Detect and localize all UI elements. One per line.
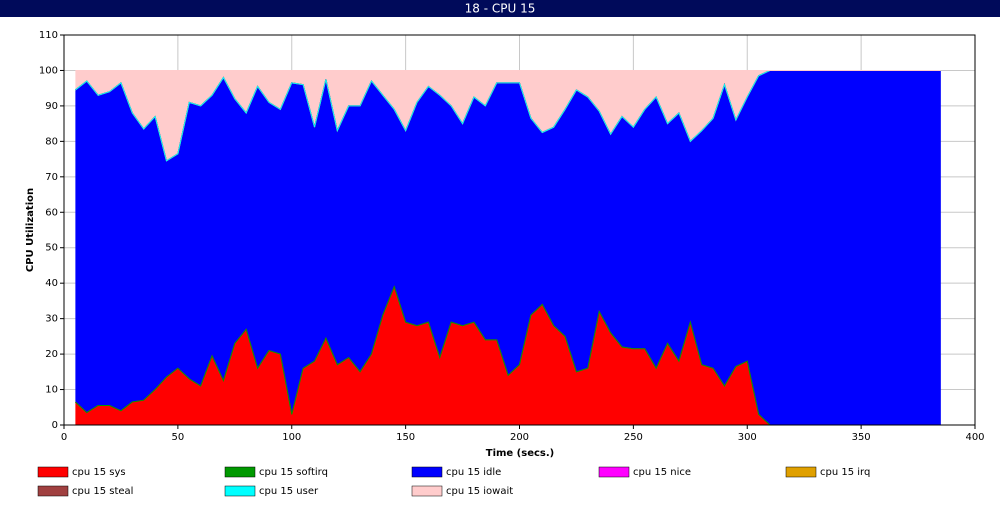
legend-swatch — [37, 466, 69, 478]
y-tick-label: 50 — [45, 243, 58, 254]
legend-swatch — [598, 466, 630, 478]
x-tick-label: 100 — [282, 432, 301, 443]
y-tick-label: 0 — [52, 420, 58, 431]
legend-label: cpu 15 user — [259, 486, 319, 497]
x-tick-label: 0 — [61, 432, 67, 443]
area — [75, 286, 941, 425]
x-tick-label: 250 — [624, 432, 643, 443]
plot-border — [63, 34, 976, 426]
window-title: 18 - CPU 15 — [465, 2, 536, 16]
legend-swatch — [37, 485, 69, 497]
y-tick-label: 100 — [39, 65, 58, 76]
legend-label: cpu 15 iowait — [446, 486, 513, 497]
y-tick-label: 20 — [45, 349, 58, 360]
x-tick-label: 300 — [738, 432, 757, 443]
y-tick-label: 60 — [45, 207, 58, 218]
legend-label: cpu 15 nice — [633, 467, 691, 478]
x-tick-label: 200 — [510, 432, 529, 443]
legend-label: cpu 15 softirq — [259, 467, 328, 478]
legend-label: cpu 15 irq — [820, 467, 870, 478]
x-tick-label: 350 — [852, 432, 871, 443]
y-tick-label: 30 — [45, 314, 58, 325]
y-tick-label: 10 — [45, 385, 58, 396]
x-axis-label: Time (secs.) — [486, 448, 555, 459]
y-tick-label: 70 — [45, 172, 58, 183]
x-tick-label: 150 — [396, 432, 415, 443]
area — [75, 70, 941, 161]
legend-swatch — [411, 466, 443, 478]
title-bar — [0, 0, 1000, 17]
legend-label: cpu 15 steal — [72, 486, 133, 497]
y-tick-label: 110 — [39, 30, 58, 41]
x-tick-label: 400 — [965, 432, 984, 443]
y-tick-label: 80 — [45, 136, 58, 147]
legend-swatch — [785, 466, 817, 478]
x-tick-label: 50 — [172, 432, 185, 443]
area — [75, 70, 941, 426]
legend-swatch — [224, 485, 256, 497]
y-tick-label: 40 — [45, 278, 58, 289]
legend: cpu 15 sys cpu 15 softirq cpu 15 idle cpu 1… — [37, 466, 870, 497]
legend-swatch — [411, 485, 443, 497]
legend-label: cpu 15 idle — [446, 467, 501, 478]
axes: 0 10 20 30 40 50 60 70 80 90 100 110 0 50 100 150 200 250… — [39, 30, 985, 443]
legend-swatch — [224, 466, 256, 478]
areas — [75, 69, 941, 426]
y-axis-label: CPU Utilization — [25, 188, 36, 272]
legend-label: cpu 15 sys — [72, 467, 126, 478]
y-tick-label: 90 — [45, 101, 58, 112]
